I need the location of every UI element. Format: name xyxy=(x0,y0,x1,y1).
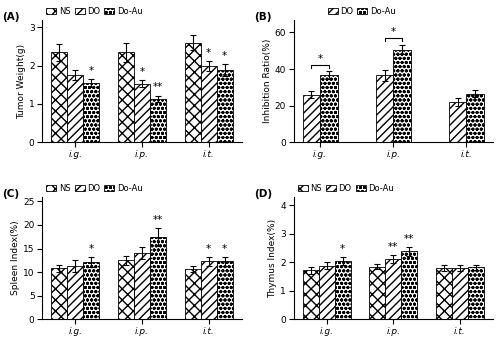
Bar xyxy=(402,251,417,319)
Y-axis label: Spleen Index(%): Spleen Index(%) xyxy=(12,221,20,295)
Text: *: * xyxy=(390,27,396,37)
Bar xyxy=(51,269,67,319)
Bar xyxy=(334,261,350,319)
Bar xyxy=(302,270,318,319)
Text: (D): (D) xyxy=(254,189,272,199)
Bar xyxy=(468,268,484,319)
Text: *: * xyxy=(206,244,211,254)
Bar xyxy=(83,262,99,319)
Text: *: * xyxy=(140,67,144,77)
Text: *: * xyxy=(222,244,227,253)
Text: *: * xyxy=(340,244,345,254)
Bar xyxy=(449,102,466,142)
Text: (B): (B) xyxy=(254,12,271,22)
Legend: NS, DO, Do-Au: NS, DO, Do-Au xyxy=(46,184,142,193)
Bar xyxy=(118,52,134,142)
Legend: DO, Do-Au: DO, Do-Au xyxy=(328,7,396,15)
Text: *: * xyxy=(88,66,94,76)
Bar xyxy=(51,52,67,142)
Bar xyxy=(150,237,166,319)
Legend: NS, DO, Do-Au: NS, DO, Do-Au xyxy=(298,184,394,193)
Y-axis label: Tumor Weight(g): Tumor Weight(g) xyxy=(17,44,26,119)
Bar xyxy=(216,261,232,319)
Text: *: * xyxy=(222,51,227,61)
Bar xyxy=(318,266,334,319)
Bar xyxy=(200,67,216,142)
Text: (C): (C) xyxy=(2,189,20,199)
Text: *: * xyxy=(318,55,322,64)
Bar xyxy=(386,259,402,319)
Bar xyxy=(302,95,320,142)
Text: **: ** xyxy=(388,243,398,252)
Text: **: ** xyxy=(153,82,163,93)
Text: **: ** xyxy=(153,215,163,225)
Bar xyxy=(67,75,83,142)
Bar xyxy=(83,83,99,142)
Text: **: ** xyxy=(404,234,414,244)
Text: (A): (A) xyxy=(2,12,20,22)
Bar xyxy=(134,84,150,142)
Bar xyxy=(376,75,394,142)
Bar xyxy=(67,266,83,319)
Bar xyxy=(436,268,452,319)
Text: *: * xyxy=(206,48,211,58)
Bar xyxy=(216,70,232,142)
Bar xyxy=(452,268,468,319)
Bar xyxy=(150,99,166,142)
Bar xyxy=(184,43,200,142)
Bar xyxy=(200,261,216,319)
Bar xyxy=(320,74,338,142)
Legend: NS, DO, Do-Au: NS, DO, Do-Au xyxy=(46,7,142,15)
Bar xyxy=(184,269,200,319)
Y-axis label: Inhibition Ratio(%): Inhibition Ratio(%) xyxy=(262,39,272,123)
Bar xyxy=(394,50,411,142)
Text: *: * xyxy=(88,244,94,254)
Bar xyxy=(466,94,484,142)
Bar xyxy=(370,267,386,319)
Y-axis label: Thymus Index(%): Thymus Index(%) xyxy=(268,218,278,298)
Bar xyxy=(134,253,150,319)
Bar xyxy=(118,260,134,319)
